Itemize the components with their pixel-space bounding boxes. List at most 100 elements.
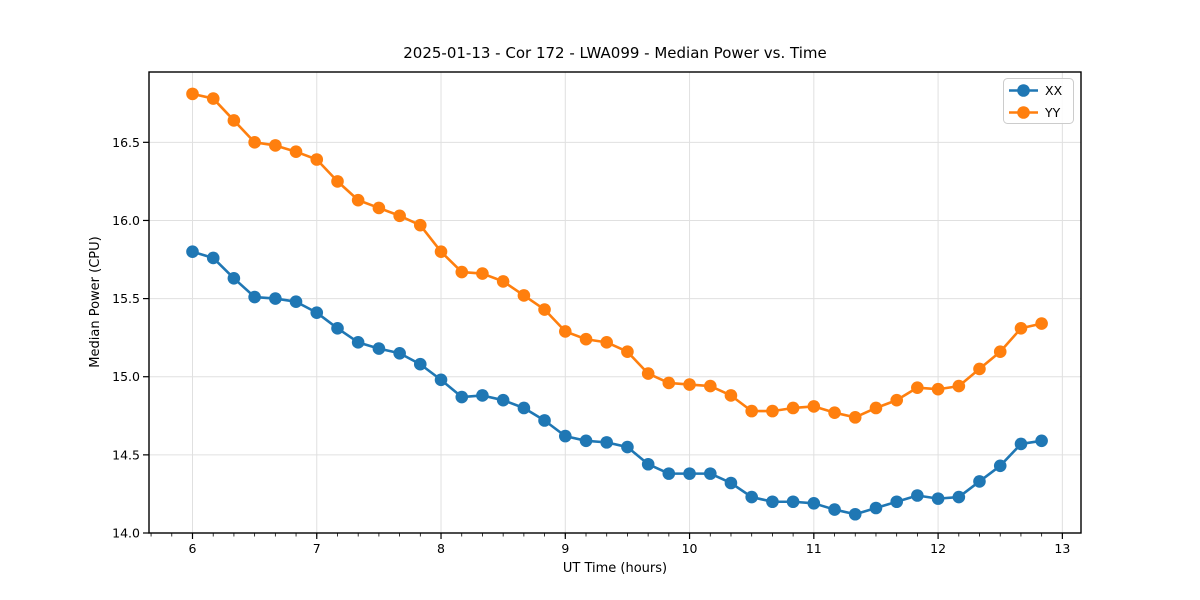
data-point [1035,434,1048,448]
data-point [393,346,406,360]
legend-entry-yy: YY [1009,105,1061,120]
data-point [641,457,655,471]
data-point [973,475,986,488]
data-point [724,389,738,402]
data-point [662,467,676,480]
y-tick-labels: 14.0 14.5 15.0 15.5 16.0 16.5 [112,135,140,541]
data-point [227,114,241,127]
gridlines [149,72,1081,534]
data-point [538,303,551,316]
data-point [662,376,676,390]
data-point [745,404,758,418]
y-tick-label: 14.5 [112,447,140,462]
data-point [890,495,904,509]
legend-label-xx: XX [1045,83,1063,98]
data-point [1014,321,1028,335]
x-ticks [191,533,1063,539]
y-tick-label: 14.0 [112,526,140,541]
series-xx [186,245,1048,521]
data-point [828,503,841,516]
y-tick-label: 16.0 [112,213,140,228]
data-point [911,381,924,394]
data-point [248,290,261,304]
data-point [455,390,469,404]
data-point [683,467,696,480]
data-point [745,490,758,504]
data-point [206,92,220,105]
data-point [496,393,510,407]
data-point [683,378,696,391]
data-point [973,362,986,376]
data-point [434,245,448,259]
legend-box [1003,78,1074,124]
data-point [579,434,593,448]
data-point [310,153,324,166]
x-tick-label: 11 [806,541,822,556]
data-point [766,495,779,509]
data-point [517,289,531,302]
x-tick-label: 12 [930,541,946,556]
data-point [869,401,883,415]
data-point [186,87,199,101]
data-point [931,382,945,396]
data-point [248,136,261,149]
x-tick-label: 9 [561,541,569,556]
data-point [704,467,717,480]
data-point [952,490,966,504]
legend-entry-xx: XX [1009,83,1063,98]
x-tick-label: 7 [313,541,321,556]
data-point [952,379,966,393]
data-point [807,400,821,413]
data-point [911,489,924,502]
data-point [372,201,386,215]
data-point [517,401,531,415]
y-tick-label: 15.0 [112,369,140,384]
data-point [227,271,241,285]
data-point [848,507,862,521]
y-ticks [143,141,149,534]
data-point [724,476,738,490]
data-point [600,436,613,449]
y-axis-label: Median Power (CPU) [88,236,103,367]
x-tick-label: 10 [682,541,698,556]
data-point [848,411,862,424]
data-point [600,336,613,349]
data-point [413,218,427,232]
data-point [869,501,883,515]
y-tick-label: 15.5 [112,291,140,306]
chart-title: 2025-01-13 - Cor 172 - LWA099 - Median P… [403,44,827,62]
x-tick-label: 6 [189,541,197,556]
data-point [766,404,779,418]
data-point [310,306,324,319]
data-point [269,292,282,305]
data-point [393,209,406,223]
data-point [621,345,634,359]
legend-label-yy: YY [1044,105,1061,120]
data-point [206,251,220,265]
data-point [621,440,634,454]
data-point [538,414,551,427]
data-point [993,345,1007,359]
data-point [558,429,572,443]
data-point [455,265,469,279]
x-tick-labels: 6 7 8 9 10 11 12 13 [189,541,1071,556]
x-tick-label: 8 [437,541,445,556]
data-point [579,332,593,346]
series-yy [186,87,1048,424]
data-point [496,275,510,288]
data-point [289,295,303,309]
data-point [1035,317,1048,330]
data-point [289,145,303,158]
x-axis-label: UT Time (hours) [563,561,667,576]
y-tick-label: 16.5 [112,135,140,150]
data-point [558,325,572,338]
legend: XX YY [1003,78,1074,124]
data-point [434,373,448,387]
data-point [786,401,800,415]
data-point [786,495,800,509]
data-point [351,336,365,349]
data-point [931,492,945,505]
data-point [476,267,489,280]
